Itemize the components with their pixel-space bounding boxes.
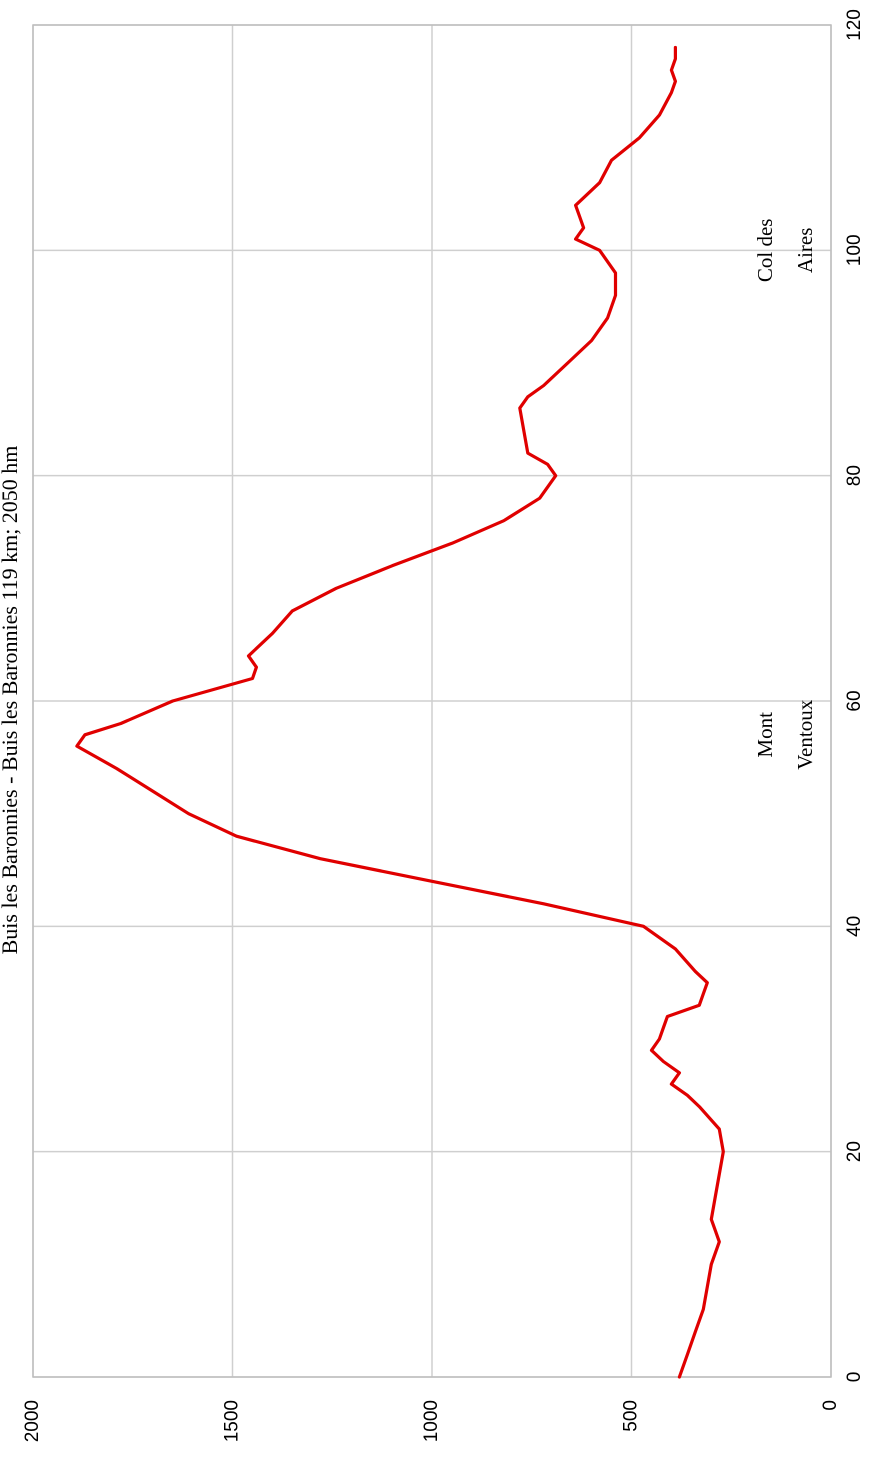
annotation-0-line-1: Ventoux [793, 699, 817, 769]
y-tick-label-1500: 1500 [222, 1400, 243, 1442]
y-tick-label-1000: 1000 [421, 1400, 442, 1442]
annotation-1-line-1: Aires [793, 228, 817, 273]
x-tick-label-80: 80 [844, 465, 865, 486]
series-line-0 [75, 45, 725, 1379]
x-tick-label-120: 120 [844, 9, 865, 41]
x-tick-label-60: 60 [844, 690, 865, 711]
annotation-0-line-0: Mont [753, 712, 777, 758]
plot-area: 0 20 40 60 80 100 120 0 500 1000 1500 2000 Buis les … [0, 9, 865, 1442]
y-tick-label-500: 500 [621, 1400, 642, 1432]
y-tick-label-0: 0 [820, 1400, 841, 1411]
y-tick-label-2000: 2000 [22, 1400, 43, 1442]
plot-frame [32, 24, 832, 1378]
x-tick-label-0: 0 [844, 1372, 865, 1383]
chart-title: Buis les Baronnies - Buis les Baronnies … [0, 446, 22, 955]
x-tick-label-40: 40 [844, 916, 865, 937]
x-tick-label-20: 20 [844, 1141, 865, 1162]
x-tick-label-100: 100 [844, 234, 865, 266]
annotation-1-line-0: Col des [753, 219, 777, 283]
